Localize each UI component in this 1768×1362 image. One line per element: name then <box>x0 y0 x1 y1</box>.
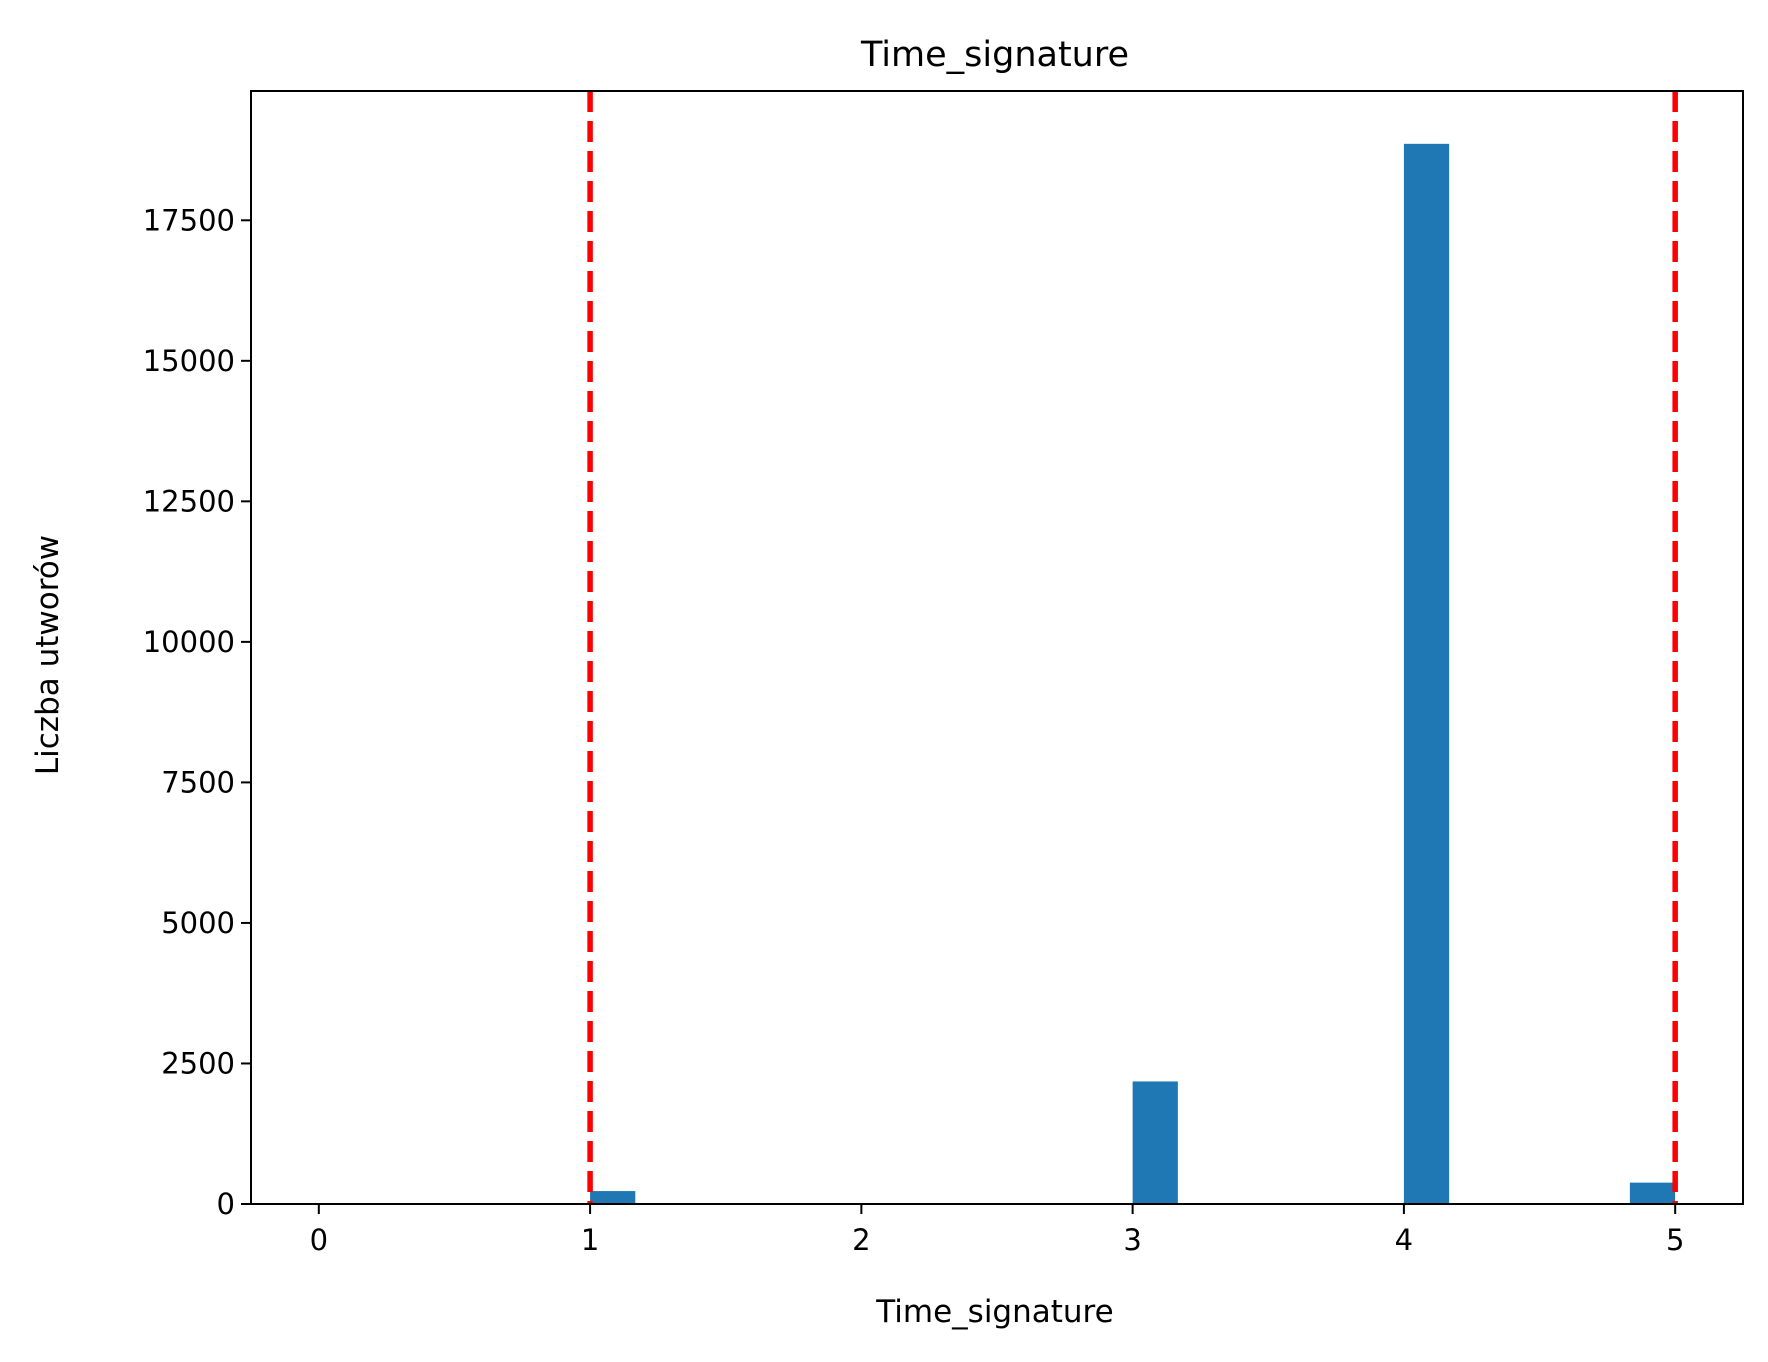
x-tick-label: 1 <box>581 1223 599 1257</box>
bars-layer <box>590 143 1676 1205</box>
x-axis-ticks: 0 1 2 3 4 5 <box>310 1204 1684 1257</box>
y-tick-label: 5000 <box>161 906 235 940</box>
y-axis-title: Liczba utworów <box>30 535 66 775</box>
threshold-lines <box>587 91 1678 1204</box>
plot-frame <box>250 90 1744 1205</box>
x-tick-label: 4 <box>1395 1223 1413 1257</box>
y-tick-label: 17500 <box>143 203 235 237</box>
x-axis-title: Time_signature <box>875 1294 1113 1330</box>
x-tick-label: 2 <box>852 1223 870 1257</box>
x-tick-label: 5 <box>1666 1223 1684 1257</box>
y-tick-label: 12500 <box>143 484 235 518</box>
y-tick-label: 15000 <box>143 344 235 378</box>
bar-0 <box>590 1191 636 1204</box>
bar-1 <box>1132 1081 1178 1204</box>
y-tick-label: 10000 <box>143 625 235 659</box>
x-tick-label: 0 <box>310 1223 328 1257</box>
x-tick-label: 3 <box>1123 1223 1141 1257</box>
bar-2 <box>1403 143 1450 1205</box>
y-tick-label: 2500 <box>161 1046 235 1080</box>
chart-title: Time_signature <box>860 35 1129 75</box>
y-tick-label: 7500 <box>161 765 235 799</box>
y-tick-label: 0 <box>217 1187 235 1221</box>
bar-3 <box>1629 1182 1676 1204</box>
y-axis-ticks: 0 2500 5000 7500 10000 12500 15000 17500 <box>143 203 251 1221</box>
